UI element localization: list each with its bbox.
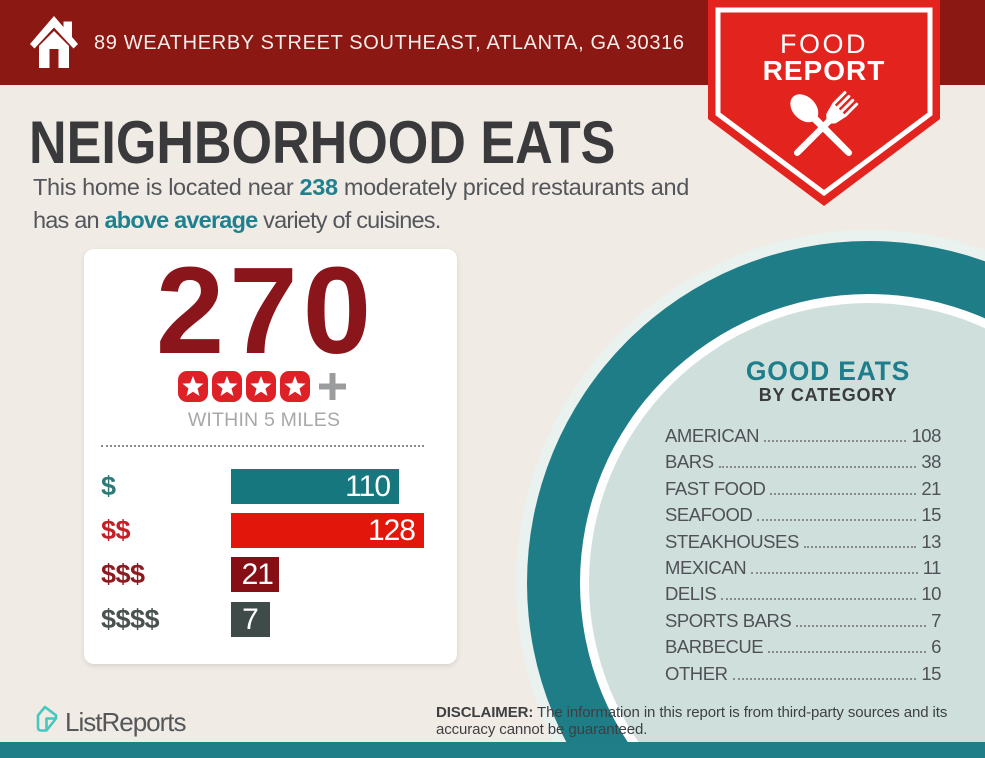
svg-text:FOOD: FOOD <box>780 29 868 59</box>
svg-text:REPORT: REPORT <box>763 55 886 86</box>
